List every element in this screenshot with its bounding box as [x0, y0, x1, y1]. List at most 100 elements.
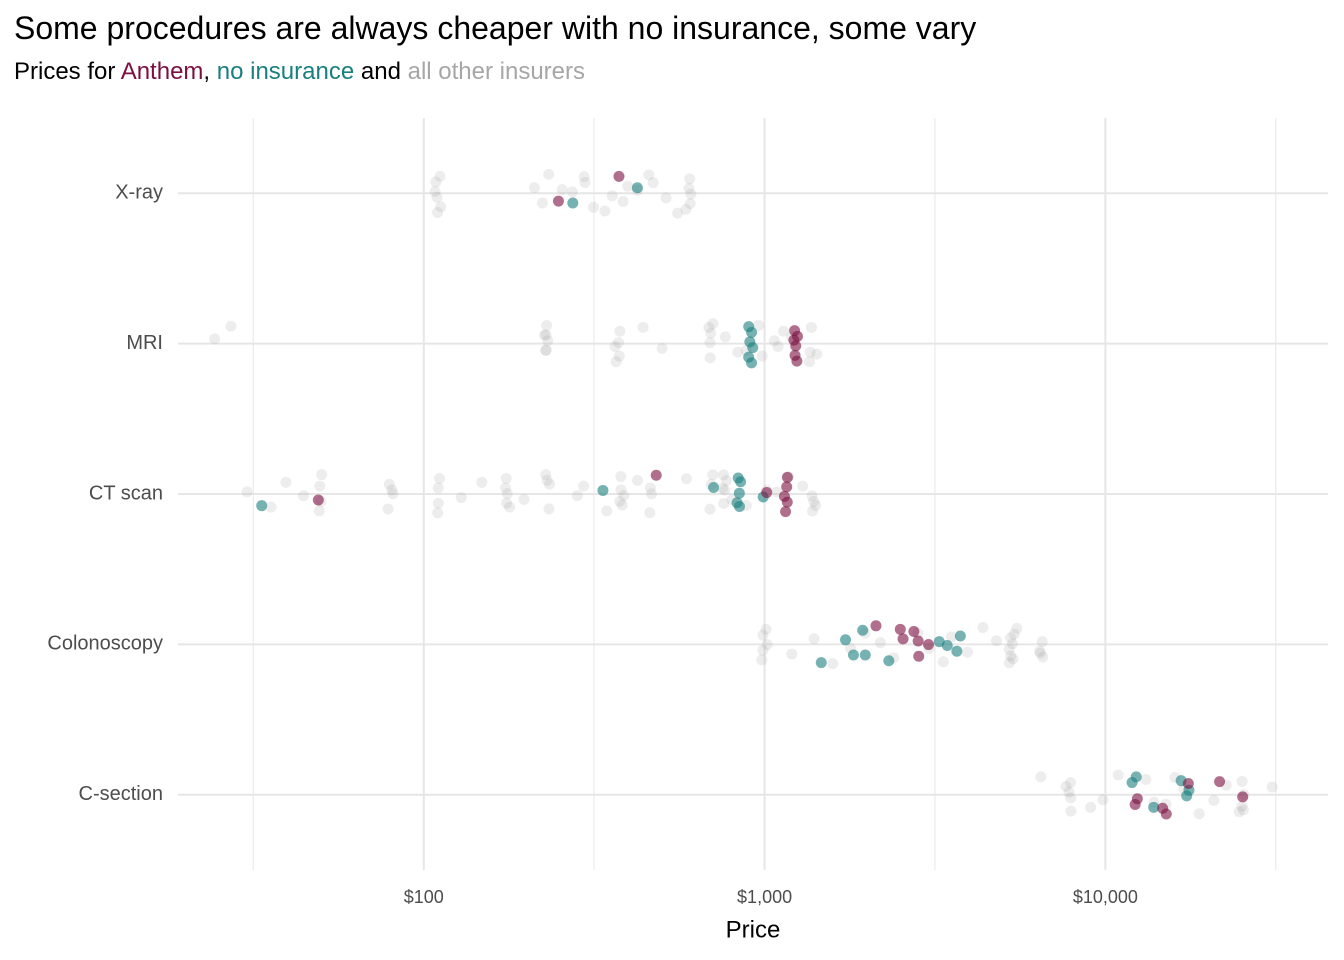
point — [1148, 801, 1160, 813]
point — [316, 469, 328, 481]
point — [617, 196, 629, 208]
point — [806, 490, 818, 502]
point — [923, 639, 935, 651]
point — [1063, 786, 1075, 798]
point — [1266, 781, 1278, 793]
y-tick-label: Colonoscopy — [47, 633, 163, 655]
point — [1126, 777, 1138, 789]
point — [643, 169, 655, 181]
point — [704, 337, 716, 349]
point — [540, 344, 552, 356]
point — [685, 188, 697, 200]
point — [1034, 645, 1046, 657]
point — [615, 484, 627, 496]
point — [808, 496, 820, 508]
point — [1214, 776, 1226, 788]
point — [613, 337, 625, 349]
point — [616, 499, 628, 511]
point — [1085, 801, 1097, 813]
x-tick-label: $1,000 — [737, 887, 792, 907]
y-tick-label: MRI — [126, 332, 163, 354]
point — [811, 348, 823, 360]
point — [894, 623, 906, 635]
x-tick-label: $10,000 — [1073, 887, 1138, 907]
point — [432, 497, 444, 509]
point — [743, 351, 755, 363]
point — [707, 469, 719, 481]
point — [656, 342, 668, 354]
point — [613, 170, 625, 182]
point — [719, 331, 731, 343]
point — [840, 634, 852, 646]
point — [1065, 805, 1077, 817]
point — [597, 484, 609, 496]
point — [609, 340, 621, 352]
point — [265, 501, 277, 513]
chart-title: Some procedures are always cheaper with … — [14, 10, 977, 46]
point — [810, 499, 822, 511]
point — [435, 201, 447, 213]
point — [1007, 653, 1019, 665]
point — [732, 346, 744, 358]
point — [908, 626, 920, 638]
point — [786, 648, 798, 660]
legend-entry: no insurance — [216, 58, 355, 85]
point — [1193, 808, 1205, 820]
point — [606, 190, 618, 202]
point — [1140, 773, 1152, 785]
point — [540, 469, 552, 481]
point — [645, 488, 657, 500]
point — [383, 478, 395, 490]
point — [768, 335, 780, 347]
point — [637, 321, 649, 333]
point — [1233, 806, 1245, 818]
point — [382, 503, 394, 515]
point — [541, 319, 553, 331]
point — [945, 631, 957, 643]
point — [756, 654, 768, 666]
point — [703, 321, 715, 333]
point — [897, 633, 909, 645]
point — [1035, 771, 1047, 783]
point — [528, 182, 540, 194]
point — [718, 497, 730, 509]
point — [614, 325, 626, 337]
point — [962, 646, 974, 658]
point — [1236, 775, 1248, 787]
point — [312, 494, 324, 506]
point — [631, 182, 643, 194]
point — [280, 476, 292, 488]
x-axis-title: Price — [726, 916, 781, 943]
point — [622, 180, 634, 192]
point — [432, 482, 444, 494]
point — [386, 484, 398, 496]
point — [1237, 791, 1249, 803]
point — [499, 482, 511, 494]
point — [951, 645, 963, 657]
point — [859, 649, 871, 661]
point — [1005, 632, 1017, 644]
point — [874, 637, 886, 649]
point — [209, 333, 221, 345]
point — [429, 186, 441, 198]
point — [1131, 793, 1143, 805]
point — [797, 480, 809, 492]
point — [1065, 777, 1077, 789]
y-tick-label: X-ray — [115, 181, 163, 203]
point — [613, 350, 625, 362]
point — [241, 486, 253, 498]
point — [683, 182, 695, 194]
point — [883, 655, 895, 667]
point — [1237, 804, 1249, 816]
subtitle-text: Prices for — [14, 58, 116, 85]
point — [733, 487, 745, 499]
point — [778, 325, 790, 337]
point — [644, 482, 656, 494]
point — [256, 500, 268, 512]
point — [1060, 780, 1072, 792]
point — [500, 472, 512, 484]
point — [780, 506, 792, 518]
point — [705, 327, 717, 339]
point — [672, 207, 684, 219]
